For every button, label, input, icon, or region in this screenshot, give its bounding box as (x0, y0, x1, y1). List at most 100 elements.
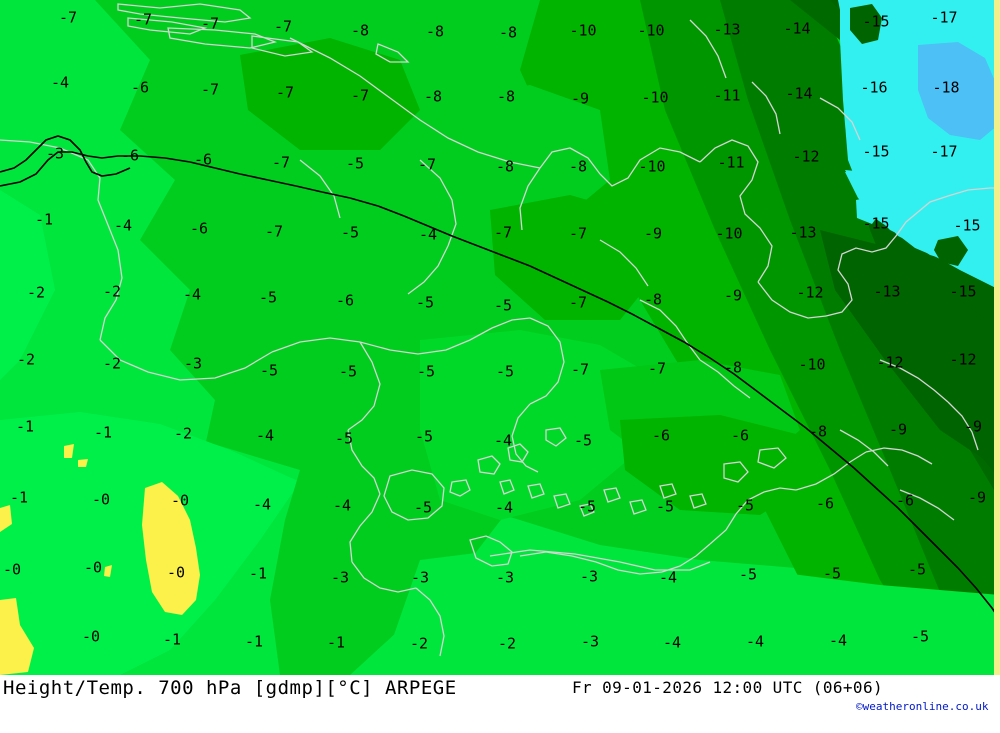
temperature-label: -10 (641, 88, 669, 107)
temperature-label: -14 (783, 19, 811, 38)
temperature-label: -4 (255, 426, 275, 445)
temperature-label: -4 (113, 216, 133, 235)
temperature-label: -7 (350, 86, 370, 105)
temperature-label: -3 (579, 567, 599, 586)
temperature-label: -8 (495, 157, 515, 176)
temperature-label: -9 (570, 89, 590, 108)
temperature-label: -1 (248, 564, 268, 583)
temperature-label: -7 (647, 359, 667, 378)
temperature-label: -8 (723, 358, 743, 377)
fill-band-deep-green-3 (720, 0, 1000, 675)
fill-band-shade-7 (490, 195, 660, 320)
temperature-label: -9 (967, 488, 987, 507)
temperature-label: -4 (828, 631, 848, 650)
temperature-label: -5 (655, 497, 675, 516)
temperature-label: -6 (189, 219, 209, 238)
temperature-label: -10 (798, 355, 826, 374)
temperature-label: -5 (822, 564, 842, 583)
temperature-label: -6 (815, 494, 835, 513)
temperature-label: -5 (415, 293, 435, 312)
temperature-label: -12 (876, 353, 904, 372)
temperature-label: -5 (738, 565, 758, 584)
temperature-label: -4 (494, 498, 514, 517)
temperature-label: -1 (93, 423, 113, 442)
temperature-label: -17 (930, 8, 958, 27)
temperature-label: -5 (493, 296, 513, 315)
temperature-label: -9 (723, 286, 743, 305)
temperature-label: -5 (259, 361, 279, 380)
temperature-label: -11 (717, 153, 745, 172)
temperature-label: -4 (332, 496, 352, 515)
temperature-label: -5 (414, 427, 434, 446)
fill-band-yellow-left-1b (0, 505, 12, 532)
map-footer: Height/Temp. 700 hPa [gdmp][°C] ARPEGE F… (0, 675, 1000, 733)
temperature-label: -16 (860, 78, 888, 97)
temperature-label: -2 (16, 350, 36, 369)
temperature-label: -14 (785, 84, 813, 103)
temperature-label: -5 (338, 362, 358, 381)
temperature-label: -7 (271, 153, 291, 172)
temperature-label: -5 (735, 496, 755, 515)
temperature-label: -2 (497, 634, 517, 653)
temperature-label: -5 (907, 560, 927, 579)
fill-band-yellow-spec-3b (104, 565, 112, 577)
temperature-label: -6 (193, 150, 213, 169)
temperature-label: -8 (425, 22, 445, 41)
temperature-label: -10 (637, 21, 665, 40)
fill-band-bright-green-3 (0, 190, 55, 380)
temperature-label: -7 (58, 8, 78, 27)
temperature-label: -13 (873, 282, 901, 301)
temperature-label: -10 (715, 224, 743, 243)
temperature-label: -2 (102, 282, 122, 301)
temperature-label: -6 (895, 491, 915, 510)
temperature-label: -6 (651, 426, 671, 445)
temperature-label: -8 (568, 157, 588, 176)
temperature-label: -5 (258, 288, 278, 307)
temperature-label: -5 (910, 627, 930, 646)
fill-band-shade-5 (240, 38, 420, 150)
map-title: Height/Temp. 700 hPa [gdmp][°C] ARPEGE (3, 677, 457, 699)
temperature-label: -4 (252, 495, 272, 514)
temperature-label: -3 (183, 354, 203, 373)
map-right-edge-strip (994, 0, 1000, 675)
temperature-label: -3 (580, 632, 600, 651)
fill-band-yellow-left-2b (0, 598, 34, 675)
fill-band-lightblue (918, 42, 998, 140)
temperature-label: -15 (862, 142, 890, 161)
temperature-label: -7 (493, 223, 513, 242)
temperature-label: -0 (166, 563, 186, 582)
temperature-label: -7 (200, 80, 220, 99)
temperature-label: -9 (643, 224, 663, 243)
temperature-label: -5 (413, 498, 433, 517)
island-green-top (850, 4, 882, 44)
temperature-label: -5 (573, 431, 593, 450)
temperature-label: -6 (130, 78, 150, 97)
map-canvas (0, 0, 1000, 675)
temperature-label: -0 (91, 490, 111, 509)
temperature-label: -6 (730, 426, 750, 445)
temperature-label: -7 (568, 293, 588, 312)
temperature-label: -8 (350, 21, 370, 40)
temperature-label: -7 (570, 360, 590, 379)
temperature-label: -3 (45, 144, 65, 163)
temperature-label: -9 (888, 420, 908, 439)
temperature-label: -10 (638, 157, 666, 176)
temperature-label: -4 (493, 431, 513, 450)
fill-band-shade-9 (620, 415, 815, 515)
temperature-label: -8 (498, 23, 518, 42)
temperature-label: -11 (713, 86, 741, 105)
temperature-label: -5 (495, 362, 515, 381)
temperature-label: -4 (50, 73, 70, 92)
geopotential-contours (0, 135, 1000, 621)
temperature-label: -2 (409, 634, 429, 653)
temperature-label: -1 (162, 630, 182, 649)
coastlines (0, 3, 1000, 657)
temperature-label: -12 (949, 350, 977, 369)
temperature-label: -1 (15, 417, 35, 436)
temperature-label: -12 (792, 147, 820, 166)
temperature-map[interactable]: -7 -7 -7 -7 -8 -8 -8 -10 -10 -13 -14 -15 -17 -4 -6 -7 -7… (0, 0, 1000, 675)
temperature-label: -1 (34, 210, 54, 229)
temperature-label: -10 (569, 21, 597, 40)
temperature-label: -12 (796, 283, 824, 302)
island-green-mid (934, 236, 968, 266)
